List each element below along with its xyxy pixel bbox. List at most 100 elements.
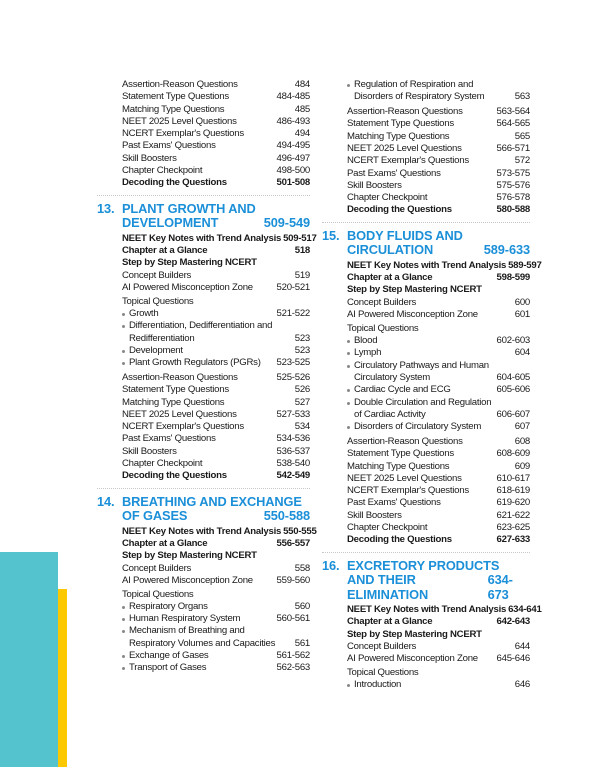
- toc-subtopic-entry[interactable]: Introduction 646: [322, 679, 530, 691]
- toc-entry[interactable]: NEET Key Notes with Trend Analysis 589-59…: [322, 260, 542, 272]
- toc-subtopic-entry[interactable]: Exchange of Gases 561-562: [97, 650, 310, 662]
- toc-entry[interactable]: Past Exams' Questions 494-495: [97, 140, 310, 152]
- toc-subtopic-entry[interactable]: Transport of Gases 562-563: [97, 662, 310, 674]
- entry-pages: 604: [514, 347, 531, 359]
- toc-entry[interactable]: Assertion-Reason Questions 484: [97, 79, 310, 91]
- chapter-heading[interactable]: 15. BODY FLUIDS AND CIRCULATION 589-633: [322, 228, 530, 258]
- toc-entry[interactable]: Chapter Checkpoint 498-500: [97, 165, 310, 177]
- toc-entry[interactable]: Assertion-Reason Questions 608: [322, 436, 530, 448]
- chapter-heading[interactable]: 16. EXCRETORY PRODUCTS AND THEIR ELIMINATI…: [322, 557, 530, 603]
- toc-entry[interactable]: Decoding the Questions 580-588: [322, 204, 530, 216]
- toc-entry[interactable]: Statement Type Questions 564-565: [322, 118, 530, 130]
- toc-subtopic-entry[interactable]: Differentiation, Dedifferentiation and R…: [97, 320, 310, 345]
- toc-entry[interactable]: Step by Step Mastering NCERT: [97, 550, 310, 562]
- toc-entry[interactable]: Matching Type Questions 565: [322, 131, 530, 143]
- entry-label: Chapter at a Glance: [347, 616, 433, 628]
- toc-entry[interactable]: Skill Boosters 536-537: [97, 446, 310, 458]
- toc-subtopic-entry[interactable]: Plant Growth Regulators (PGRs) 523-525: [97, 357, 310, 369]
- toc-entry[interactable]: Step by Step Mastering NCERT: [322, 284, 530, 296]
- toc-entry[interactable]: Topical Questions: [97, 296, 310, 308]
- toc-entry[interactable]: Chapter Checkpoint 576-578: [322, 192, 530, 204]
- toc-entry[interactable]: Past Exams' Questions 534-536: [97, 433, 310, 445]
- toc-entry[interactable]: Chapter at a Glance 556-557: [97, 538, 310, 550]
- entry-pages: 572: [514, 155, 531, 167]
- toc-entry[interactable]: Topical Questions: [322, 667, 530, 679]
- toc-subtopic-entry[interactable]: Human Respiratory System 560-561: [97, 613, 310, 625]
- chapter-heading[interactable]: 14. BREATHING AND EXCHANGE OF GASES 550-588: [97, 494, 310, 524]
- toc-entry[interactable]: Chapter at a Glance 518: [97, 245, 310, 257]
- toc-entry[interactable]: NEET 2025 Level Questions 566-571: [322, 143, 530, 155]
- toc-entry[interactable]: Assertion-Reason Questions 525-526: [97, 372, 310, 384]
- toc-entry[interactable]: NEET Key Notes with Trend Analysis 509-51…: [97, 233, 317, 245]
- toc-entry[interactable]: Statement Type Questions 608-609: [322, 448, 530, 460]
- entry-pages: 558: [294, 562, 311, 574]
- toc-entry[interactable]: Topical Questions: [322, 323, 530, 335]
- toc-entry[interactable]: Skill Boosters 496-497: [97, 153, 310, 165]
- toc-entry[interactable]: AI Powered Misconception Zone 520-521: [97, 282, 310, 294]
- toc-subtopic-entry[interactable]: Cardiac Cycle and ECG 605-606: [322, 384, 530, 396]
- toc-entry[interactable]: Decoding the Questions 542-549: [97, 470, 310, 482]
- toc-entry[interactable]: Chapter Checkpoint 623-625: [322, 522, 530, 534]
- toc-entry[interactable]: Chapter at a Glance 598-599: [322, 272, 530, 284]
- entry-pages: 523: [294, 332, 311, 344]
- entry-label: Step by Step Mastering NCERT: [347, 628, 482, 640]
- chapter-title-line2: AND THEIR ELIMINATION: [347, 572, 429, 602]
- toc-entry[interactable]: Concept Builders 519: [97, 270, 310, 282]
- toc-entry[interactable]: Concept Builders 644: [322, 641, 530, 653]
- section-divider: [97, 194, 310, 196]
- entry-label: Decoding the Questions: [122, 470, 227, 482]
- toc-subtopic-entry[interactable]: Double Circulation and Regulation of Car…: [322, 397, 530, 422]
- toc-entry[interactable]: Chapter at a Glance 642-643: [322, 616, 530, 628]
- toc-entry[interactable]: NEET 2025 Level Questions 527-533: [97, 409, 310, 421]
- toc-entry[interactable]: Chapter Checkpoint 538-540: [97, 458, 310, 470]
- chapter-title-line1: EXCRETORY PRODUCTS: [347, 557, 500, 573]
- toc-subtopic-entry[interactable]: Lymph 604: [322, 347, 530, 359]
- toc-subtopic-entry[interactable]: Mechanism of Breathing and Respiratory V…: [97, 625, 310, 650]
- entry-label: Respiratory Organs: [122, 601, 293, 613]
- toc-entry[interactable]: NCERT Exemplar's Questions 494: [97, 128, 310, 140]
- entry-label: Topical Questions: [122, 588, 194, 600]
- toc-subtopic-entry[interactable]: Disorders of Circulatory System 607: [322, 421, 530, 433]
- toc-subtopic-entry[interactable]: Respiratory Organs 560: [97, 601, 310, 613]
- toc-entry[interactable]: Matching Type Questions 527: [97, 397, 310, 409]
- toc-entry[interactable]: AI Powered Misconception Zone 645-646: [322, 653, 530, 665]
- toc-entry[interactable]: Assertion-Reason Questions 563-564: [322, 106, 530, 118]
- entry-label: Double Circulation and Regulation of Car…: [347, 397, 495, 422]
- toc-entry[interactable]: NCERT Exemplar's Questions 534: [97, 421, 310, 433]
- toc-entry[interactable]: Matching Type Questions 609: [322, 461, 530, 473]
- entry-pages: 501-508: [276, 177, 311, 189]
- toc-entry[interactable]: Step by Step Mastering NCERT: [322, 629, 530, 641]
- toc-entry[interactable]: Concept Builders 558: [97, 563, 310, 575]
- toc-subtopic-entry[interactable]: Growth 521-522: [97, 308, 310, 320]
- toc-subtopic-entry[interactable]: Blood 602-603: [322, 335, 530, 347]
- toc-entry[interactable]: NEET 2025 Level Questions 610-617: [322, 473, 530, 485]
- toc-entry[interactable]: Statement Type Questions 526: [97, 384, 310, 396]
- toc-entry[interactable]: Past Exams' Questions 573-575: [322, 168, 530, 180]
- toc-entry[interactable]: NEET Key Notes with Trend Analysis 634-64…: [322, 604, 542, 616]
- entry-label: Concept Builders: [347, 296, 417, 308]
- toc-entry[interactable]: Concept Builders 600: [322, 297, 530, 309]
- toc-subtopic-entry[interactable]: Development 523: [97, 345, 310, 357]
- toc-entry[interactable]: Decoding the Questions 501-508: [97, 177, 310, 189]
- toc-entry[interactable]: Past Exams' Questions 619-620: [322, 497, 530, 509]
- toc-entry[interactable]: AI Powered Misconception Zone 559-560: [97, 575, 310, 587]
- toc-entry[interactable]: NCERT Exemplar's Questions 572: [322, 155, 530, 167]
- entry-label: Decoding the Questions: [122, 177, 227, 189]
- chapter-pages: 509-549: [263, 215, 310, 231]
- toc-entry[interactable]: Step by Step Mastering NCERT: [97, 257, 310, 269]
- toc-entry[interactable]: Statement Type Questions 484-485: [97, 91, 310, 103]
- toc-entry[interactable]: Skill Boosters 621-622: [322, 510, 530, 522]
- toc-entry[interactable]: Skill Boosters 575-576: [322, 180, 530, 192]
- toc-entry[interactable]: Topical Questions: [97, 589, 310, 601]
- toc-subtopic-entry[interactable]: Circulatory Pathways and Human Circulato…: [322, 360, 530, 385]
- entry-pages: 573-575: [496, 167, 531, 179]
- entry-pages: 562-563: [276, 662, 311, 674]
- toc-entry[interactable]: Matching Type Questions 485: [97, 104, 310, 116]
- toc-entry[interactable]: NEET 2025 Level Questions 486-493: [97, 116, 310, 128]
- chapter-heading[interactable]: 13. PLANT GROWTH AND DEVELOPMENT 509-549: [97, 201, 310, 231]
- toc-entry[interactable]: NCERT Exemplar's Questions 618-619: [322, 485, 530, 497]
- toc-entry[interactable]: NEET Key Notes with Trend Analysis 550-55…: [97, 526, 317, 538]
- toc-entry[interactable]: AI Powered Misconception Zone 601: [322, 309, 530, 321]
- toc-entry[interactable]: Decoding the Questions 627-633: [322, 534, 530, 546]
- toc-subtopic-entry[interactable]: Regulation of Respiration and Disorders …: [322, 79, 530, 104]
